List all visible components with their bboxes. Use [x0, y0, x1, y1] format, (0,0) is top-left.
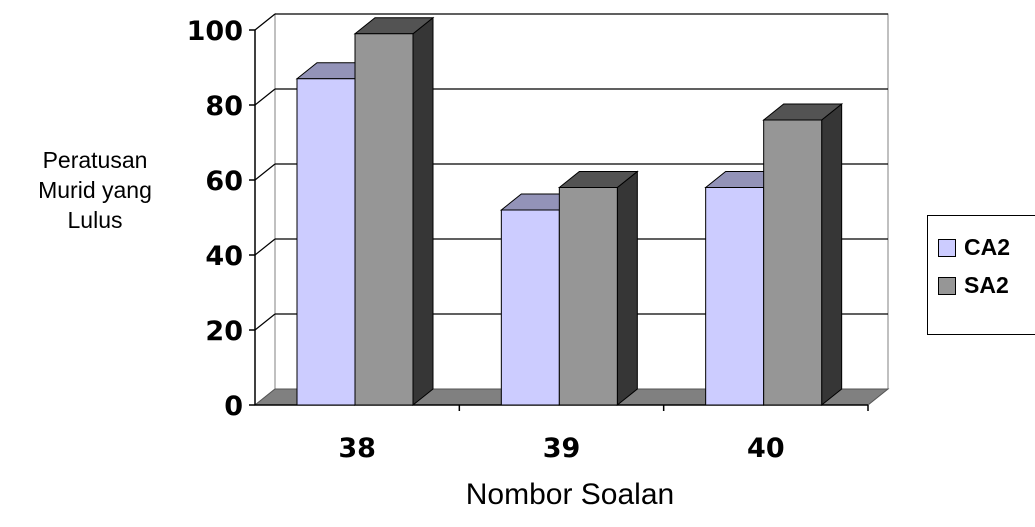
plot-side-wall — [254, 12, 276, 407]
gridline-side — [254, 163, 276, 181]
legend-item-ca2: CA2 — [938, 234, 1010, 261]
legend-label-ca2: CA2 — [964, 234, 1011, 260]
y-axis-label: Peratusan Murid yang Lulus — [0, 145, 190, 235]
gridline-side — [254, 313, 276, 331]
legend-swatch-ca2 — [938, 238, 956, 257]
bar-side-sa2-38 — [412, 16, 434, 407]
y-tick-label: 80 — [205, 91, 243, 122]
x-tick-label: 39 — [543, 433, 581, 464]
bar-ca2-39 — [500, 209, 560, 406]
bar-sa2-40 — [763, 119, 823, 406]
x-axis-label: Nombor Soalan — [465, 478, 675, 511]
gridline-side — [254, 238, 276, 256]
y-tick-label: 0 — [224, 391, 243, 422]
gridline-side — [254, 88, 276, 106]
x-tick-label: 40 — [747, 433, 785, 464]
y-tick-label: 20 — [205, 316, 243, 347]
y-axis-label-line-3: Lulus — [67, 207, 123, 233]
bar-side-sa2-40 — [821, 102, 843, 407]
y-tick-label: 40 — [205, 241, 243, 272]
bar-ca2-40 — [705, 187, 765, 406]
legend-swatch-sa2 — [938, 276, 956, 295]
legend: CA2 SA2 — [927, 215, 1035, 335]
y-tick-label: 60 — [205, 166, 243, 197]
x-tick-label: 38 — [338, 433, 376, 464]
bar-sa2-38 — [354, 33, 414, 406]
y-axis-label-line-1: Peratusan — [42, 147, 148, 173]
legend-label-sa2: SA2 — [964, 272, 1009, 298]
bar-ca2-38 — [296, 78, 356, 406]
bar-sa2-39 — [558, 187, 618, 406]
y-tick-label: 100 — [187, 16, 243, 47]
legend-item-sa2: SA2 — [938, 272, 1009, 299]
bar-side-sa2-39 — [616, 170, 638, 407]
y-axis-label-line-2: Murid yang — [38, 177, 152, 203]
gridline-side — [254, 13, 276, 31]
